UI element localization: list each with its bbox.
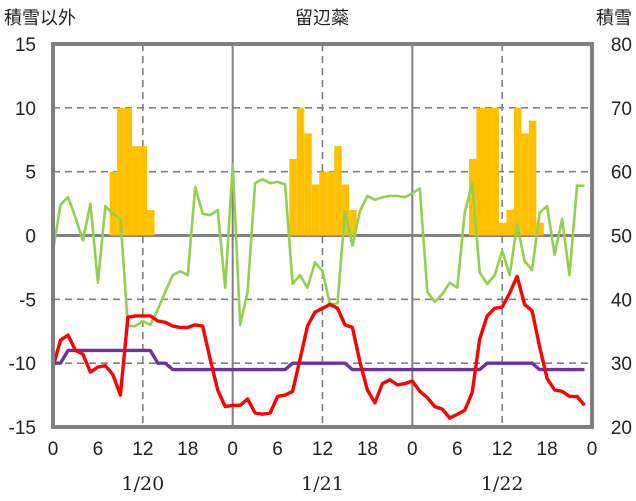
date-label: 1/20: [121, 473, 164, 495]
bar: [296, 107, 305, 236]
x-tick-label: 0: [227, 439, 238, 460]
bar: [513, 107, 522, 236]
left-axis-label: 積雪以外: [4, 8, 76, 29]
right-tick-label: 70: [611, 99, 632, 120]
date-label: 1/21: [301, 473, 344, 495]
bar: [117, 107, 125, 236]
bar: [476, 107, 484, 236]
right-tick-label: 20: [611, 418, 632, 439]
bar: [139, 146, 148, 236]
bar: [334, 146, 342, 236]
x-tick-label: 6: [272, 439, 283, 460]
bar: [498, 222, 507, 236]
bar: [147, 209, 155, 236]
x-tick-label: 0: [587, 439, 598, 460]
left-tick-label: 10: [15, 99, 36, 120]
right-tick-label: 80: [611, 35, 632, 56]
bar: [319, 171, 327, 236]
bar: [349, 209, 357, 236]
series-line-purple: [53, 348, 585, 372]
left-tick-label: 0: [25, 227, 36, 248]
x-tick-label: 12: [132, 439, 153, 460]
bar: [311, 184, 320, 236]
bar: [536, 222, 544, 236]
bar: [483, 107, 492, 236]
bar: [491, 107, 499, 236]
bar: [304, 133, 312, 236]
bar: [326, 171, 335, 236]
bar: [506, 209, 514, 236]
bar: [341, 184, 350, 236]
x-tick-label: 6: [93, 439, 104, 460]
bar: [528, 120, 537, 236]
series-lines: [51, 162, 586, 420]
x-tick-label: 18: [177, 439, 198, 460]
right-tick-label: 30: [611, 354, 632, 375]
date-label: 1/22: [481, 473, 524, 495]
plot-frame: [51, 42, 594, 429]
left-tick-label: -10: [9, 354, 36, 375]
left-tick-label: 15: [15, 35, 36, 56]
x-tick-label: 0: [407, 439, 418, 460]
right-tick-label: 40: [611, 290, 632, 311]
x-tick-label: 6: [452, 439, 463, 460]
bar: [109, 171, 118, 236]
x-tick-label: 12: [312, 439, 333, 460]
x-tick-label: 18: [357, 439, 378, 460]
bar: [289, 158, 297, 236]
chart-title: 留辺蘂: [295, 8, 349, 29]
x-tick-label: 12: [492, 439, 513, 460]
bar: [132, 146, 140, 236]
x-tick-label: 0: [48, 439, 59, 460]
series-line-red: [51, 274, 586, 420]
right-tick-label: 50: [611, 227, 632, 248]
left-tick-label: -15: [9, 418, 36, 439]
x-tick-label: 18: [537, 439, 558, 460]
bar: [521, 133, 529, 236]
series-line-green: [51, 162, 585, 328]
right-tick-label: 60: [611, 163, 632, 184]
plot-border: [51, 42, 594, 429]
left-tick-label: 5: [25, 163, 36, 184]
bar: [124, 107, 133, 236]
right-axis-label: 積雪: [596, 8, 632, 29]
left-tick-label: -5: [19, 290, 36, 311]
